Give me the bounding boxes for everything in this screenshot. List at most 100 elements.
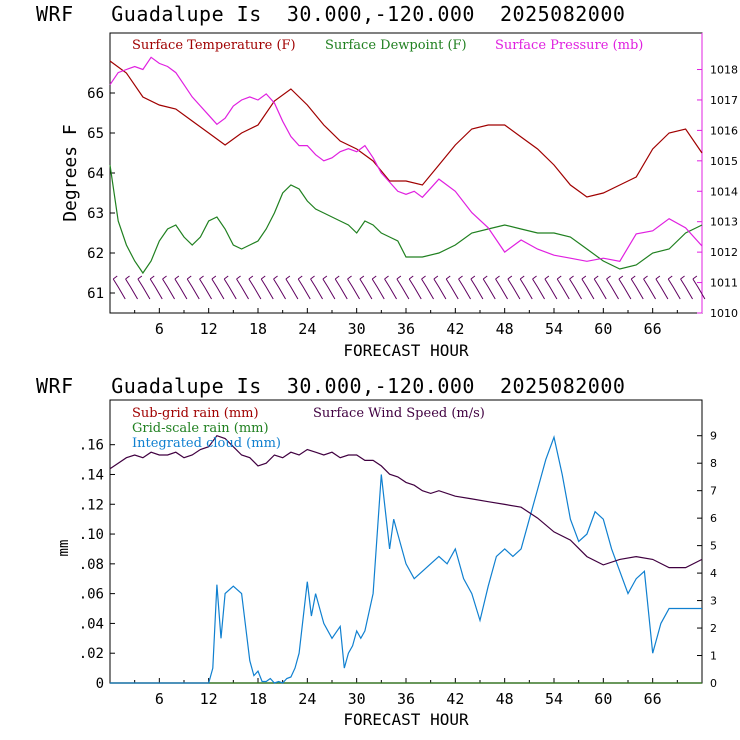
chart2-xtick-label: 36 xyxy=(397,690,415,708)
chart2-ytick-label: .10 xyxy=(79,527,104,543)
wind-barb xyxy=(347,275,360,300)
chart1-xtick-label: 12 xyxy=(200,320,218,338)
chart2-xtick-label: 60 xyxy=(594,690,612,708)
chart1-ytick-label: 65 xyxy=(87,126,104,142)
chart1-xtick-label: 42 xyxy=(446,320,464,338)
wind-barb xyxy=(359,275,373,300)
wind-barb xyxy=(532,275,545,300)
chart1-xtick-label: 6 xyxy=(155,320,164,338)
legend-gridscale-rain: Grid-scale rain (mm) xyxy=(132,421,269,436)
chart2-xtick-label: 42 xyxy=(446,690,464,708)
chart1-xtick-label: 48 xyxy=(496,320,514,338)
legend-surface-wind-speed: Surface Wind Speed (m/s) xyxy=(313,406,485,421)
wind-barb xyxy=(273,275,286,300)
chart1-y2tick-label: 1017 xyxy=(710,94,738,107)
chart2-xtick-label: 54 xyxy=(545,690,563,708)
chart1-xtick-label: 60 xyxy=(594,320,612,338)
wind-barb xyxy=(199,275,212,300)
chart2-xtick-label: 24 xyxy=(298,690,316,708)
wind-barb xyxy=(408,275,422,300)
chart1-xtick-label: 36 xyxy=(397,320,415,338)
wind-barb xyxy=(297,275,311,300)
chart1-xtick-label: 66 xyxy=(644,320,662,338)
wind-barb xyxy=(112,275,126,300)
chart2-y2tick-label: 9 xyxy=(710,430,717,443)
wind-barb xyxy=(569,275,582,300)
chart1-y2tick-label: 1010 xyxy=(710,307,738,320)
wind-barb xyxy=(556,275,570,300)
wind-barb xyxy=(458,275,471,300)
wind-barb xyxy=(334,275,348,300)
surface-wind-speed-m-s-line xyxy=(109,434,703,569)
wind-barb xyxy=(236,275,249,300)
wind-barb xyxy=(310,275,323,300)
chart2-ylabel: mm xyxy=(56,540,72,557)
chart2-y2tick-label: 1 xyxy=(710,650,717,663)
legend-integrated-cloud: Integrated cloud (mm) xyxy=(132,436,281,451)
legend-surface-pressure: Surface Pressure (mb) xyxy=(495,38,643,53)
chart2-y2tick-label: 7 xyxy=(710,485,717,498)
wind-barb xyxy=(421,275,434,300)
chart2-y2tick-label: 6 xyxy=(710,512,717,525)
wind-barb xyxy=(643,275,656,300)
wind-barb xyxy=(162,275,175,300)
chart1-y2tick-label: 1012 xyxy=(710,246,738,259)
chart2-ytick-label: 0 xyxy=(96,676,104,692)
wind-barb xyxy=(396,275,410,300)
chart1-xtick-label: 24 xyxy=(298,320,316,338)
legend-subgrid-rain: Sub-grid rain (mm) xyxy=(132,406,259,421)
legend-surface-temperature: Surface Temperature (F) xyxy=(132,38,296,53)
chart2-ytick-label: .08 xyxy=(79,557,104,573)
wind-barb xyxy=(174,275,188,300)
chart2-y2tick-label: 4 xyxy=(710,567,717,580)
chart2-y2tick-label: 8 xyxy=(710,457,717,470)
wind-barb xyxy=(680,275,693,300)
chart2-y2tick-label: 2 xyxy=(710,622,717,635)
wind-barb xyxy=(606,275,619,300)
chart2-y2tick-label: 3 xyxy=(710,595,717,608)
wind-barb xyxy=(544,275,558,300)
wind-barb xyxy=(581,275,595,300)
wind-barb xyxy=(692,275,706,300)
chart1-xtick-label: 54 xyxy=(545,320,563,338)
chart2-ytick-label: .02 xyxy=(79,646,104,662)
chart2-y2tick-label: 0 xyxy=(710,677,717,690)
wind-barb xyxy=(186,275,200,300)
chart2-ytick-label: .16 xyxy=(79,438,104,454)
chart2-xtick-label: 6 xyxy=(155,690,164,708)
chart2-xtick-label: 12 xyxy=(200,690,218,708)
chart1-ylabel: Degrees F xyxy=(60,124,81,222)
wind-barb xyxy=(667,275,681,300)
chart1-plot-frame xyxy=(109,32,703,314)
wind-barb xyxy=(593,275,607,300)
chart2-y2tick-label: 5 xyxy=(710,540,717,553)
chart1-xlabel: FORECAST HOUR xyxy=(343,341,469,360)
wind-barb xyxy=(495,275,508,300)
wind-barb xyxy=(137,275,151,300)
chart1-y2tick-label: 1011 xyxy=(710,277,738,290)
chart2-ytick-label: .14 xyxy=(79,467,104,483)
wind-barb xyxy=(248,275,262,300)
wind-barb xyxy=(470,275,484,300)
chart1-ytick-label: 63 xyxy=(87,206,104,222)
chart1-y2tick-label: 1014 xyxy=(710,185,738,198)
integrated-cloud-mm-line xyxy=(110,435,702,684)
wind-barb xyxy=(384,275,397,300)
surface-dewpoint-f-line xyxy=(109,164,703,275)
chart2-xtick-label: 66 xyxy=(644,690,662,708)
surface-temperature-f-line xyxy=(109,60,703,198)
chart2-ytick-label: .04 xyxy=(79,616,104,632)
wind-barb xyxy=(322,275,336,300)
wind-barb xyxy=(630,275,644,300)
chart1-y2tick-label: 1013 xyxy=(710,216,738,229)
wind-barb xyxy=(507,275,521,300)
wind-barbs xyxy=(112,275,706,300)
chart2-xlabel: FORECAST HOUR xyxy=(343,710,469,729)
wind-barb xyxy=(655,275,669,300)
wind-barb xyxy=(433,275,447,300)
chart1-ytick-label: 64 xyxy=(87,166,104,182)
chart2-xtick-label: 30 xyxy=(348,690,366,708)
wind-barb xyxy=(618,275,632,300)
chart1-ytick-label: 66 xyxy=(87,86,104,102)
